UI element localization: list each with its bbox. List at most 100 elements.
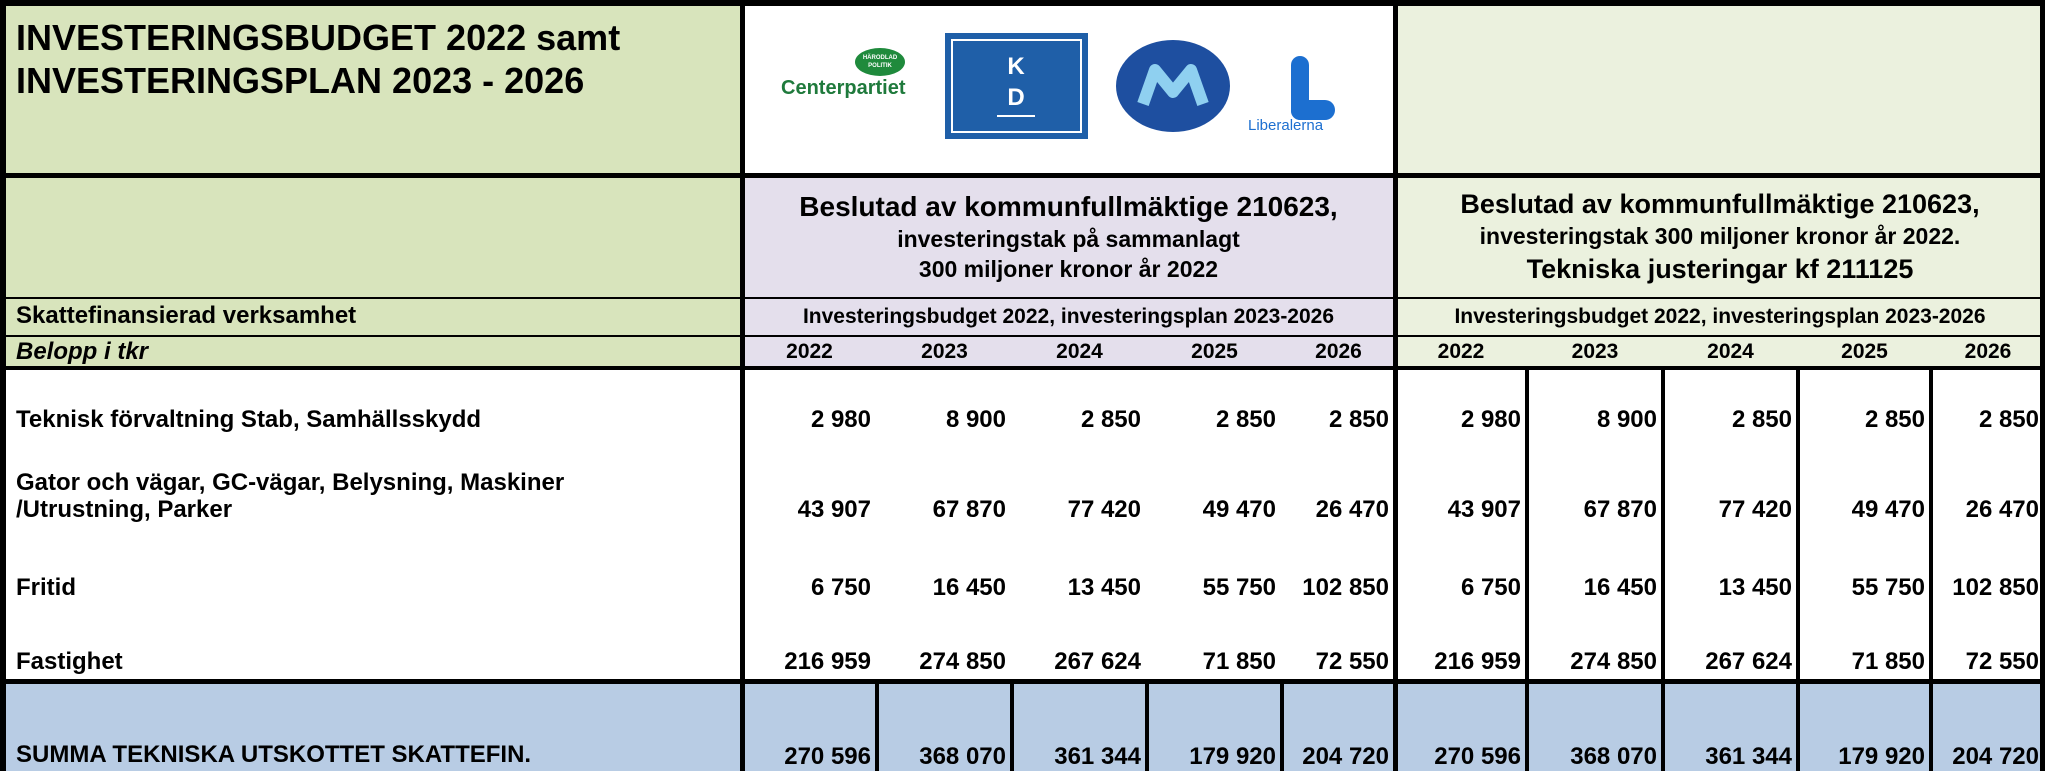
text: 204 720 (1302, 743, 1389, 771)
year: 2022 (1395, 336, 1527, 368)
value: 2 850 (1663, 368, 1798, 440)
text: 274 850 (1570, 648, 1657, 676)
total-value: 361 344 (1012, 682, 1147, 771)
value: 6 750 (1395, 530, 1527, 608)
text: Belopp i tkr (16, 338, 149, 366)
value: 2 850 (1798, 368, 1931, 440)
rule (0, 297, 2045, 299)
rule (1929, 366, 1933, 771)
text: Skattefinansierad verksamhet (16, 302, 357, 330)
text: 71 850 (1851, 648, 1925, 676)
value: 71 850 (1147, 608, 1282, 682)
text: 8 900 (1596, 406, 1657, 434)
text: 102 850 (1952, 574, 2039, 602)
text: 49 470 (1202, 496, 1276, 524)
year: 2026 (1282, 336, 1395, 368)
value: 102 850 (1931, 530, 2045, 608)
text: 2 850 (1328, 406, 1389, 434)
rule (740, 0, 745, 771)
value: 49 470 (1147, 440, 1282, 530)
text: 2024 (1056, 339, 1103, 363)
value: 8 900 (877, 368, 1012, 440)
value: 49 470 (1798, 440, 1931, 530)
value: 2 980 (1395, 368, 1527, 440)
text: investeringstak på sammanlagt (897, 226, 1240, 253)
text: 179 920 (1189, 743, 1276, 771)
c-badge (855, 48, 905, 76)
blank (1395, 0, 2045, 176)
text: 267 624 (1054, 648, 1141, 676)
text: 216 959 (1434, 648, 1521, 676)
text: 67 870 (1583, 496, 1657, 524)
value: 67 870 (1527, 440, 1663, 530)
text: 77 420 (1067, 496, 1141, 524)
value: 13 450 (1012, 530, 1147, 608)
rule (0, 173, 2045, 178)
text: /Utrustning, Parker (16, 496, 233, 524)
rule (1661, 366, 1665, 771)
text: 43 907 (797, 496, 871, 524)
text: 361 344 (1705, 743, 1792, 771)
kd-text: K (1007, 53, 1025, 80)
text: 55 750 (1202, 574, 1276, 602)
row-label: Fastighet (0, 608, 742, 682)
text: 13 450 (1067, 574, 1141, 602)
year: 2025 (1147, 336, 1282, 368)
value: 72 550 (1931, 608, 2045, 682)
c-logo: Centerpartiet (781, 77, 906, 99)
text: 72 550 (1315, 648, 1389, 676)
logos: HÄRODLAD POLITIK Centerpartiet K D Liber… (781, 33, 1335, 139)
year: 2026 (1931, 336, 2045, 368)
rule (1796, 366, 1800, 771)
text: 2024 (1707, 339, 1754, 363)
text: 2 850 (1731, 406, 1792, 434)
badge-text: POLITIK (868, 63, 892, 69)
text: Tekniska justeringar kf 211125 (1526, 253, 1914, 284)
text: 16 450 (932, 574, 1006, 602)
total-value: 179 920 (1798, 682, 1931, 771)
text: 13 450 (1718, 574, 1792, 602)
text: 8 900 (945, 406, 1006, 434)
text: Investeringsbudget 2022, investeringspla… (1454, 304, 1986, 328)
value: 2 850 (1147, 368, 1282, 440)
value: 43 907 (1395, 440, 1527, 530)
rule (1280, 682, 1284, 771)
text: 267 624 (1705, 648, 1792, 676)
value: 26 470 (1282, 440, 1395, 530)
text: 2 850 (1080, 406, 1141, 434)
text: 2025 (1841, 339, 1888, 363)
value: 2 850 (1931, 368, 2045, 440)
total-value: 204 720 (1282, 682, 1395, 771)
text: 216 959 (784, 648, 871, 676)
value: 55 750 (1147, 530, 1282, 608)
text: 43 907 (1447, 496, 1521, 524)
text: 2026 (1315, 339, 1362, 363)
year: 2023 (1527, 336, 1663, 368)
unit-label: Belopp i tkr (0, 336, 742, 368)
rule (0, 335, 2045, 337)
rule (1525, 366, 1529, 771)
subheading: Investeringsbudget 2022, investeringspla… (742, 298, 1395, 336)
year: 2023 (877, 336, 1012, 368)
total-value: 368 070 (877, 682, 1012, 771)
text: 274 850 (919, 648, 1006, 676)
year: 2022 (742, 336, 877, 368)
value: 43 907 (742, 440, 877, 530)
text: 77 420 (1718, 496, 1792, 524)
value: 2 980 (742, 368, 877, 440)
text: 72 550 (1965, 648, 2039, 676)
text: 49 470 (1851, 496, 1925, 524)
subheading: Investeringsbudget 2022, investeringspla… (1395, 298, 2045, 336)
value: 71 850 (1798, 608, 1931, 682)
value: 72 550 (1282, 608, 1395, 682)
value: 13 450 (1663, 530, 1798, 608)
text: Beslutad av kommunfullmäktige 210623, (799, 190, 1338, 222)
text: 270 596 (1434, 743, 1521, 771)
text: 2 850 (1864, 406, 1925, 434)
text: 2 980 (1460, 406, 1521, 434)
text: 368 070 (1570, 743, 1657, 771)
l-logo: Liberalerna (1248, 117, 1324, 134)
value: 77 420 (1663, 440, 1798, 530)
text: 2 850 (1215, 406, 1276, 434)
